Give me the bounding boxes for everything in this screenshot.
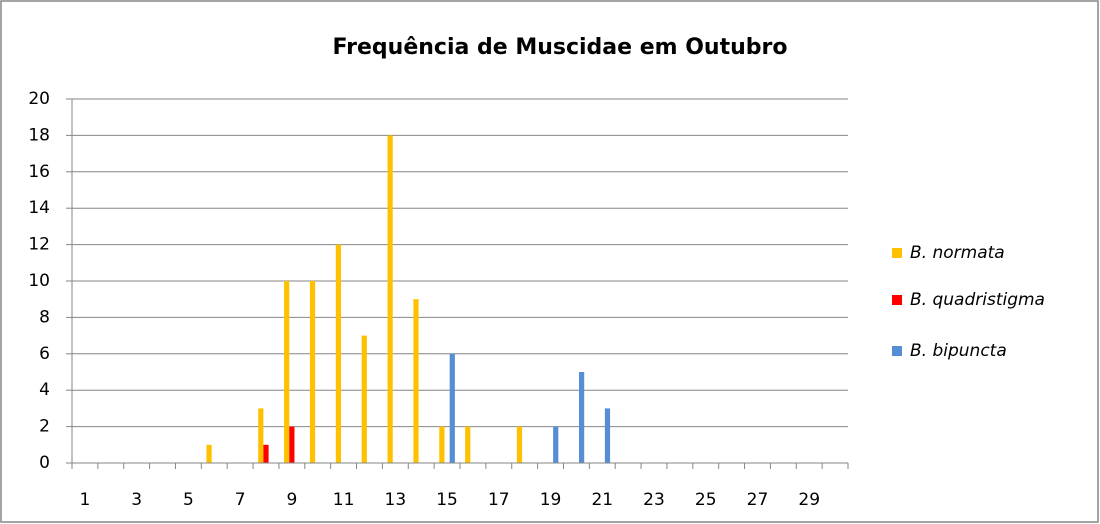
legend-swatch (892, 346, 902, 356)
bar (361, 335, 367, 463)
y-tick-label: 10 (28, 271, 50, 291)
y-tick-label: 16 (28, 162, 50, 182)
bar (465, 426, 471, 463)
bar (289, 426, 295, 463)
x-tick-label: 25 (695, 490, 717, 510)
y-tick-label: 18 (28, 125, 50, 145)
x-tick-label: 9 (286, 490, 297, 510)
y-tick-label: 2 (39, 417, 50, 437)
bar (387, 135, 393, 463)
bar (335, 244, 341, 463)
x-tick-label: 23 (643, 490, 665, 510)
y-tick-label: 14 (28, 198, 50, 218)
bar (604, 408, 611, 463)
bar (258, 408, 264, 463)
bar (309, 281, 316, 463)
y-tick-label: 0 (39, 453, 50, 473)
x-tick-label: 19 (540, 490, 562, 510)
y-tick-label: 20 (28, 89, 50, 109)
legend-label: B. normata (910, 243, 1005, 263)
x-tick-label: 29 (798, 490, 820, 510)
x-tick-label: 13 (385, 490, 407, 510)
y-tick-label: 8 (39, 307, 50, 327)
x-tick-label: 27 (747, 490, 769, 510)
y-tick-label: 12 (28, 235, 50, 255)
bar (439, 426, 445, 463)
bar (206, 444, 212, 463)
legend-label: B. bipuncta (910, 341, 1007, 361)
x-tick-label: 7 (235, 490, 246, 510)
bar (449, 353, 455, 463)
legend-swatch (892, 248, 902, 258)
bar (516, 426, 523, 463)
y-tick-label: 6 (39, 344, 50, 364)
chart-title: Frequência de Muscidae em Outubro (333, 35, 788, 60)
bar (284, 281, 290, 463)
legend-label: B. quadristigma (910, 290, 1045, 310)
x-tick-label: 17 (488, 490, 510, 510)
bar (263, 444, 269, 463)
x-tick-label: 21 (591, 490, 613, 510)
y-tick-label: 4 (39, 380, 50, 400)
x-tick-label: 15 (436, 490, 458, 510)
x-tick-label: 5 (183, 490, 194, 510)
bar (553, 426, 559, 463)
legend-swatch (892, 295, 902, 305)
bar (579, 372, 585, 463)
x-tick-label: 11 (333, 490, 355, 510)
x-tick-label: 1 (80, 490, 91, 510)
x-tick-label: 3 (131, 490, 142, 510)
bar (413, 299, 419, 463)
